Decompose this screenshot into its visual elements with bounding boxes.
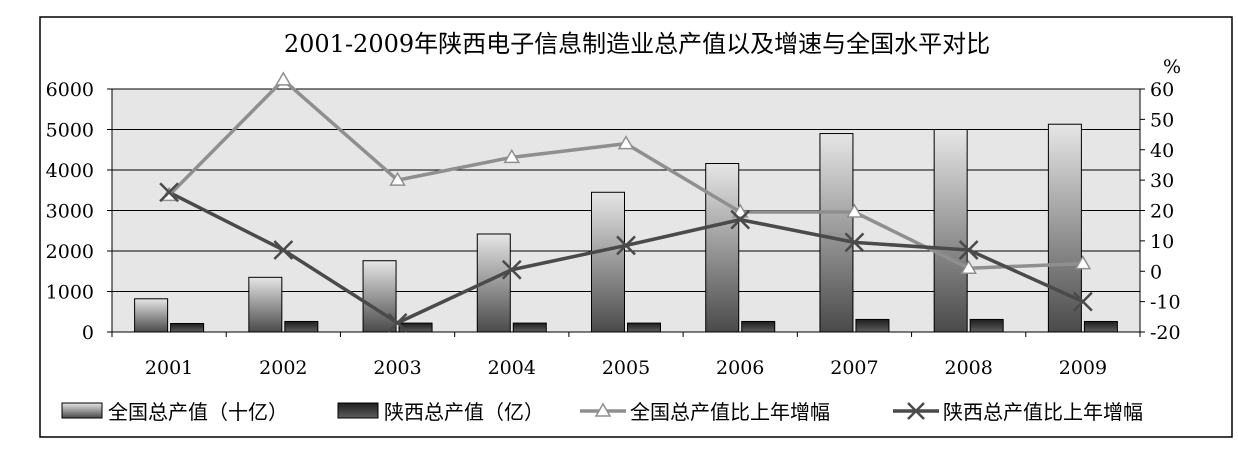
bar-national <box>933 129 968 333</box>
x-tick-label: 2006 <box>716 357 764 379</box>
marker-x <box>501 259 522 280</box>
bar-shaanxi <box>1083 320 1118 333</box>
legend-item: 陕西总产值比上年增幅 <box>893 400 1143 424</box>
marker-x <box>387 313 408 333</box>
marker-triangle <box>503 148 521 164</box>
marker-x <box>273 240 294 260</box>
right-tick-label: 20 <box>1150 201 1174 223</box>
legend: 全国总产值（十亿） 陕西总产值（亿） 全国总产值比上年增幅 陕西总产值比上年增幅 <box>61 400 1143 424</box>
right-tick-label: 30 <box>1150 170 1174 192</box>
marker-triangle <box>617 135 635 150</box>
marker-x <box>844 232 865 253</box>
bar-shaanxi <box>170 322 205 333</box>
bar-shaanxi <box>969 318 1004 333</box>
legend-item: 全国总产值比上年增幅 <box>580 400 830 424</box>
chart-title: 2001-2009年陕西电子信息制造业总产值以及增速与全国水平对比 <box>284 30 990 58</box>
marker-triangle <box>846 203 863 218</box>
marker-x <box>730 209 751 230</box>
bar-shaanxi <box>398 322 433 333</box>
bar-national <box>705 163 740 333</box>
right-tick-label: 60 <box>1150 79 1174 101</box>
legend-item: 陕西总产值（亿） <box>337 400 544 424</box>
marker-x <box>159 182 179 203</box>
right-tick-label: 10 <box>1150 231 1174 253</box>
legend-marker-triangle <box>594 402 612 417</box>
left-tick-label: 3000 <box>46 201 94 223</box>
left-tick-label: 0 <box>82 322 94 344</box>
bar-shaanxi <box>855 318 890 333</box>
legend-label: 全国总产值（十亿） <box>108 400 288 424</box>
bar-national <box>591 191 625 333</box>
bar-shaanxi <box>512 322 547 333</box>
left-tick-label: 1000 <box>46 282 94 304</box>
x-tick-label: 2003 <box>373 357 421 379</box>
bar-national <box>819 133 854 333</box>
left-tick-label: 2000 <box>46 241 94 263</box>
marker-triangle <box>275 71 292 86</box>
marker-triangle <box>960 259 977 274</box>
left-tick-label: 5000 <box>46 120 94 142</box>
marker-x <box>616 235 636 256</box>
right-tick-label: -20 <box>1150 322 1181 344</box>
bar-shaanxi <box>284 320 319 333</box>
legend-label: 全国总产值比上年增幅 <box>630 400 830 424</box>
legend-swatch <box>61 402 103 419</box>
legend-item: 全国总产值（十亿） <box>61 400 288 424</box>
right-axis-unit: % <box>1163 56 1181 78</box>
bar-shaanxi <box>627 322 661 333</box>
bar-national <box>1047 123 1082 333</box>
right-tick-label: 50 <box>1150 109 1174 131</box>
marker-x <box>958 240 979 260</box>
marker-x <box>1073 291 1093 312</box>
marker-triangle <box>389 171 406 186</box>
left-tick-label: 6000 <box>46 79 94 101</box>
x-tick-label: 2004 <box>488 357 536 379</box>
legend-marker-x <box>907 402 925 420</box>
right-tick-label: 40 <box>1150 140 1174 162</box>
right-tick-label: -10 <box>1150 292 1181 314</box>
x-tick-label: 2001 <box>145 357 193 379</box>
left-tick-label: 4000 <box>46 160 94 182</box>
x-tick-label: 2009 <box>1059 357 1107 379</box>
bar-national <box>362 260 397 333</box>
legend-label: 陕西总产值（亿） <box>384 400 544 424</box>
marker-triangle <box>1074 255 1092 270</box>
bar-national <box>134 298 169 333</box>
right-tick-label: 0 <box>1150 261 1162 283</box>
bar-national <box>248 276 283 333</box>
x-tick-label: 2002 <box>259 357 307 379</box>
legend-label: 陕西总产值比上年增幅 <box>943 400 1143 424</box>
x-tick-label: 2008 <box>944 357 992 379</box>
bar-shaanxi <box>741 320 776 333</box>
legend-swatch <box>337 402 379 419</box>
x-tick-label: 2005 <box>602 357 650 379</box>
marker-triangle <box>731 203 749 218</box>
x-tick-label: 2007 <box>830 357 878 379</box>
